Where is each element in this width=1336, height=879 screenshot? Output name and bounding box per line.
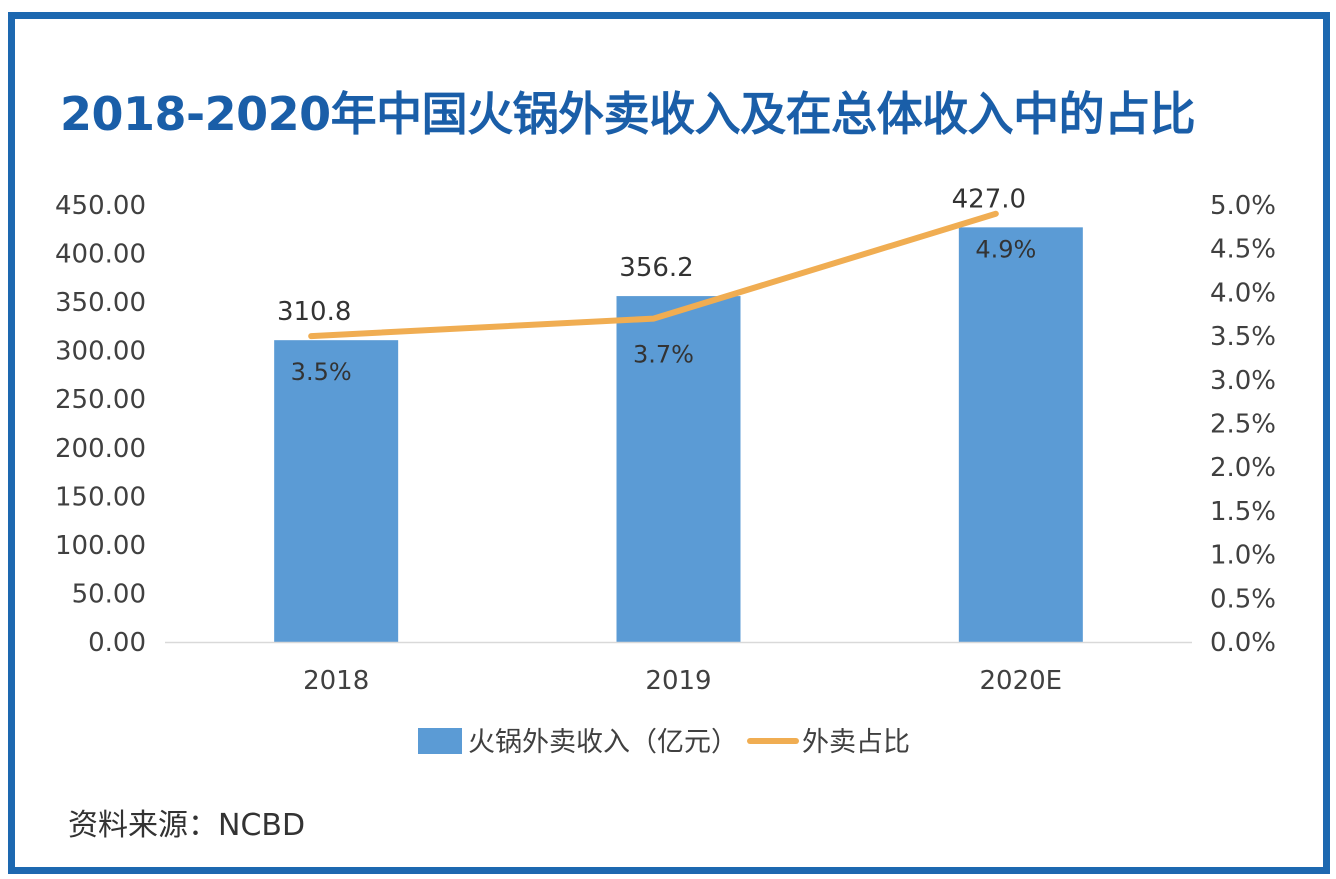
- chart-title: 2018-2020年中国火锅外卖收入及在总体收入中的占比: [60, 87, 1196, 141]
- line-series-share: [308, 210, 999, 340]
- y-right-tick-label: 4.5%: [1210, 235, 1276, 265]
- source-note: 资料来源：NCBD: [68, 808, 306, 843]
- y-left-tick-label: 300.00: [55, 337, 146, 367]
- legend-swatch-bar: [418, 728, 462, 754]
- bar-value-label: 310.8: [277, 297, 351, 327]
- y-left-tick-label: 400.00: [55, 240, 146, 270]
- x-tick-label: 2019: [645, 666, 711, 696]
- bar-value-label: 427.0: [952, 184, 1026, 214]
- y-right-tick-label: 2.5%: [1210, 410, 1276, 440]
- y-right-tick-label: 1.5%: [1210, 497, 1276, 527]
- y-left-tick-label: 350.00: [55, 288, 146, 318]
- chart-frame: [8, 12, 1330, 874]
- line-value-label: 3.7%: [633, 341, 694, 369]
- y-right-tick-label: 0.5%: [1210, 584, 1276, 614]
- legend-label-bar: 火锅外卖收入（亿元）: [468, 727, 738, 758]
- y-right-tick-label: 1.0%: [1210, 541, 1276, 571]
- y-right-tick-label: 2.0%: [1210, 453, 1276, 483]
- y-right-tick-label: 3.0%: [1210, 366, 1276, 396]
- y-left-tick-label: 200.00: [55, 434, 146, 464]
- y-left-tick-label: 150.00: [55, 482, 146, 512]
- bar-2019: [616, 296, 741, 642]
- line-value-label: 4.9%: [975, 236, 1036, 264]
- y-left-tick-label: 50.00: [72, 579, 146, 609]
- x-tick-label: 2020E: [980, 666, 1063, 696]
- y-left-tick-label: 100.00: [55, 531, 146, 561]
- x-tick-label: 2018: [303, 666, 369, 696]
- y-left-tick-label: 450.00: [55, 191, 146, 221]
- y-right-tick-label: 3.5%: [1210, 322, 1276, 352]
- legend-label-line: 外卖占比: [802, 727, 910, 758]
- bar-2020E: [958, 227, 1083, 642]
- bar-value-label: 356.2: [619, 253, 693, 283]
- y-left-tick-label: 0.00: [88, 628, 146, 658]
- y-left-tick-label: 250.00: [55, 385, 146, 415]
- y-right-tick-label: 4.0%: [1210, 278, 1276, 308]
- bar-2018: [274, 340, 399, 642]
- line-value-label: 3.5%: [291, 358, 352, 386]
- y-right-tick-label: 0.0%: [1210, 628, 1276, 658]
- y-right-tick-label: 5.0%: [1210, 191, 1276, 221]
